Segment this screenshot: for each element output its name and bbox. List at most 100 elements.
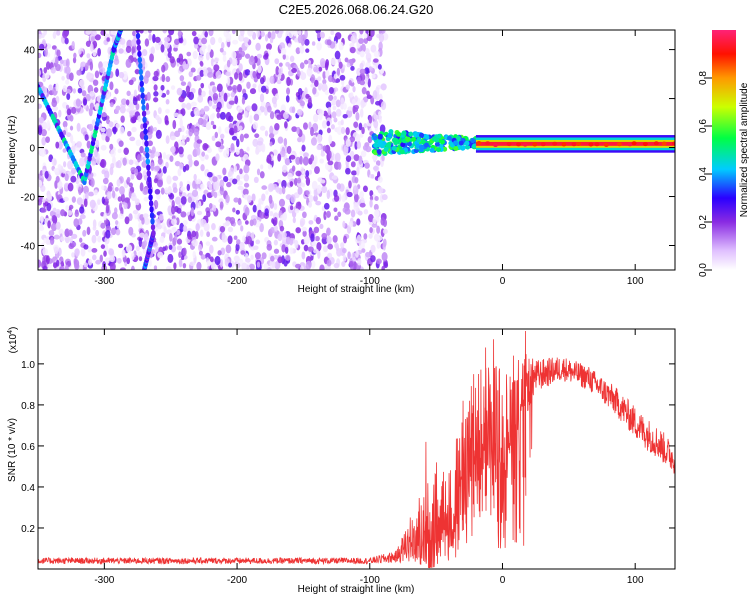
spectrogram-xtick-label: -200 [227, 276, 247, 287]
heatmap-cell [106, 191, 112, 200]
heatmap-cell [170, 205, 176, 215]
heatmap-cell [313, 66, 319, 73]
carrier-cell [616, 142, 622, 147]
heatmap-cell [38, 179, 43, 188]
heatmap-cell [289, 237, 294, 246]
heatmap-cell [69, 72, 74, 81]
snr-xtick-label: -300 [94, 575, 114, 586]
heatmap-cell [205, 241, 211, 246]
heatmap-cell [114, 88, 119, 95]
heatmap-cell [316, 133, 322, 144]
heatmap-cell [374, 209, 380, 218]
carrier-cell [571, 142, 577, 147]
heatmap-cell [238, 148, 244, 158]
heatmap-cell [349, 42, 355, 48]
heatmap-cell [303, 190, 310, 196]
heatmap-cell [296, 177, 302, 184]
heatmap-cell [87, 246, 92, 253]
heatmap-cell [314, 235, 320, 242]
heatmap-cell [274, 261, 281, 270]
heatmap-cell [260, 101, 266, 107]
heatmap-cell [154, 151, 161, 157]
heatmap-cell [169, 232, 173, 242]
heatmap-cell [72, 56, 77, 64]
heatmap-cell [259, 125, 266, 131]
heatmap-cell [142, 213, 149, 219]
heatmap-cell [147, 30, 152, 34]
heatmap-cell [171, 226, 177, 234]
heatmap-cell [236, 239, 241, 245]
heatmap-cell [319, 158, 325, 164]
heatmap-cell [251, 193, 256, 202]
heatmap-cell [69, 236, 73, 244]
heatmap-cell [135, 245, 140, 252]
heatmap-cell [70, 167, 77, 175]
heatmap-cell [187, 196, 193, 203]
heatmap-cell [285, 35, 291, 44]
heatmap-cell [53, 168, 59, 173]
heatmap-cell [164, 115, 169, 125]
heatmap-cell [119, 185, 125, 195]
heatmap-cell [380, 83, 387, 91]
streak-cell [142, 116, 147, 123]
heatmap-cell [273, 225, 278, 232]
heatmap-cell [86, 226, 91, 236]
heatmap-cell [225, 244, 232, 254]
heatmap-cell [313, 194, 318, 202]
heatmap-cell [359, 30, 364, 35]
heatmap-cell [178, 127, 182, 133]
snr-xtick-label: -100 [360, 575, 380, 586]
heatmap-cell [100, 244, 106, 249]
heatmap-cell [196, 146, 201, 156]
heatmap-cell [176, 238, 183, 245]
snr-ytick-label: 0.2 [21, 524, 35, 535]
heatmap-cell [376, 225, 381, 234]
heatmap-cell [73, 52, 77, 59]
heatmap-cell [110, 149, 116, 158]
heatmap-cell [369, 226, 373, 234]
heatmap-cell [350, 209, 356, 218]
heatmap-cell [51, 99, 58, 108]
snr-frame [37, 328, 676, 570]
heatmap-cell [199, 229, 204, 238]
heatmap-cell [153, 84, 158, 91]
heatmap-cell [105, 204, 110, 214]
heatmap-cell [225, 32, 232, 43]
heatmap-cell [226, 181, 232, 188]
heatmap-cell [58, 266, 65, 270]
heatmap-cell [99, 66, 106, 73]
heatmap-cell [152, 33, 156, 44]
heatmap-cell [128, 110, 135, 116]
heatmap-cell [370, 174, 375, 179]
heatmap-cell [311, 41, 316, 46]
heatmap-cell [39, 148, 46, 158]
heatmap-cell [106, 128, 113, 138]
heatmap-cell [333, 195, 340, 202]
streak-cell [143, 134, 149, 141]
heatmap-cell [153, 265, 158, 270]
heatmap-cell [112, 126, 117, 135]
heatmap-cell [333, 262, 340, 269]
heatmap-cell [318, 66, 323, 72]
heatmap-cell [326, 189, 331, 200]
heatmap-cell [124, 216, 130, 225]
heatmap-cell [187, 154, 193, 161]
heatmap-cell [308, 201, 312, 208]
heatmap-cell [350, 35, 355, 43]
heatmap-cell [180, 211, 187, 218]
heatmap-cell [153, 165, 161, 171]
heatmap-cell [55, 56, 59, 66]
heatmap-cell [363, 233, 368, 240]
heatmap-cell [212, 124, 217, 130]
carrier-cell [476, 141, 482, 146]
heatmap-cell [294, 239, 299, 249]
heatmap-cell [232, 30, 236, 35]
carrier-cell [493, 143, 499, 148]
heatmap-cell [242, 235, 246, 243]
heatmap-cell [367, 136, 373, 144]
heatmap-cell [349, 92, 354, 98]
heatmap-cell [71, 252, 75, 258]
heatmap-cell [360, 197, 365, 203]
heatmap-cell [263, 54, 269, 60]
heatmap-cell [45, 61, 51, 70]
